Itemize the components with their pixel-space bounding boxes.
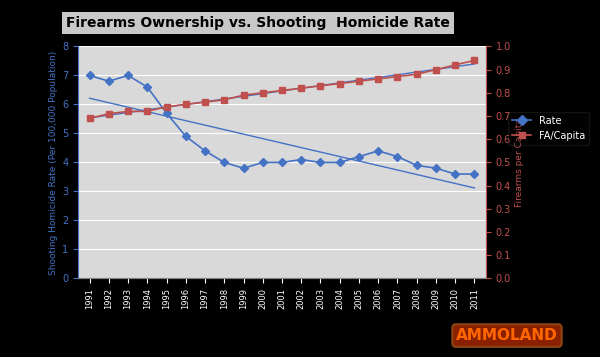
Y-axis label: Firearms per Capita: Firearms per Capita (515, 118, 524, 207)
Text: AMMOLAND: AMMOLAND (456, 328, 558, 343)
Y-axis label: Shooting Homicide Rate (Per 100,000 Population): Shooting Homicide Rate (Per 100,000 Popu… (49, 50, 58, 275)
Legend: Rate, FA/Capita: Rate, FA/Capita (508, 112, 589, 145)
Text: Firearms Ownership vs. Shooting  Homicide Rate: Firearms Ownership vs. Shooting Homicide… (66, 16, 450, 30)
